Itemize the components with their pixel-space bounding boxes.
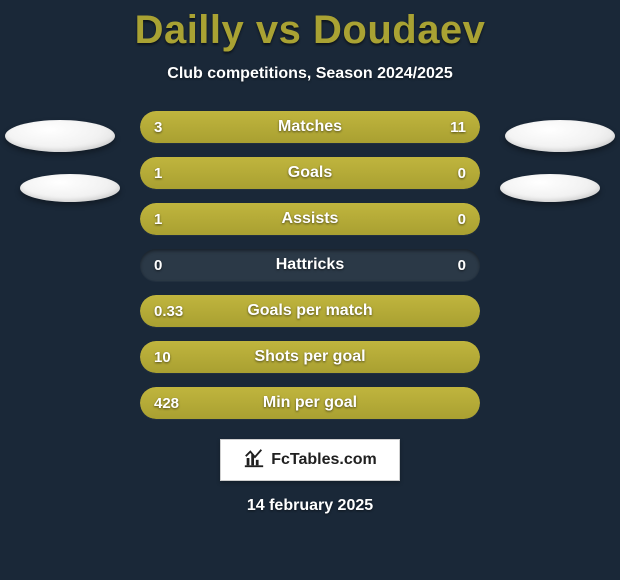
stat-label: Hattricks — [140, 249, 480, 281]
avatar-left-2 — [20, 174, 120, 202]
bar-fill-full — [140, 387, 480, 419]
bar-fill-full — [140, 341, 480, 373]
chart-icon — [243, 447, 265, 474]
stat-bar: 428Min per goal — [140, 387, 480, 419]
bar-fill-left — [140, 111, 211, 143]
stat-bar: 3Matches11 — [140, 111, 480, 143]
bar-fill-left — [140, 157, 405, 189]
avatar-right-1 — [505, 120, 615, 152]
avatar-right-2 — [500, 174, 600, 202]
bar-fill-right — [405, 203, 480, 235]
avatar-left-1 — [5, 120, 115, 152]
bar-fill-right — [211, 111, 480, 143]
bar-fill-full — [140, 295, 480, 327]
logo-badge: FcTables.com — [220, 439, 400, 481]
stat-bar: 1Goals0 — [140, 157, 480, 189]
subtitle: Club competitions, Season 2024/2025 — [0, 65, 620, 83]
page-title: Dailly vs Doudaev — [0, 0, 620, 53]
comparison-bars: 3Matches11 1Goals0 1Assists0 0Hattricks0 0.3… — [140, 111, 480, 419]
stat-bar: 10Shots per goal — [140, 341, 480, 373]
date-label: 14 february 2025 — [0, 497, 620, 515]
bar-fill-right — [405, 157, 480, 189]
stat-bar: 0Hattricks0 — [140, 249, 480, 281]
stat-value-left: 0 — [154, 249, 162, 281]
stat-bar: 0.33Goals per match — [140, 295, 480, 327]
stat-value-right: 0 — [458, 249, 466, 281]
logo-text: FcTables.com — [271, 451, 377, 469]
stat-bar: 1Assists0 — [140, 203, 480, 235]
bar-fill-left — [140, 203, 405, 235]
